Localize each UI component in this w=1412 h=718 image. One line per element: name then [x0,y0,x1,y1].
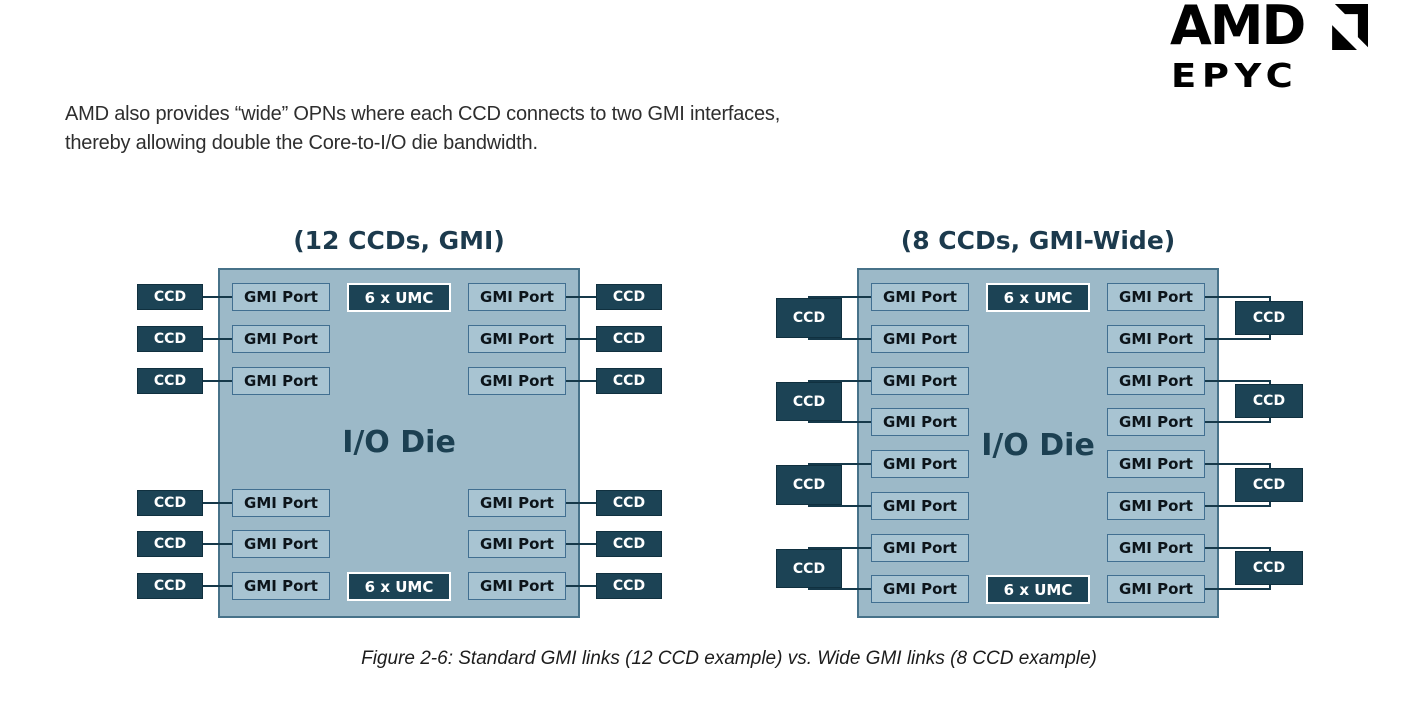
gmi-port: GMI Port [232,325,330,353]
connector-line [808,463,871,465]
connector-line [808,296,871,298]
ccd-block: CCD [1235,301,1303,335]
ccd-block: CCD [137,573,203,599]
ccd-block: CCD [596,284,662,310]
io-die-label: I/O Die [342,425,456,460]
connector-line [200,502,233,504]
gmi-port: GMI Port [1107,283,1205,311]
gmi-port: GMI Port [1107,408,1205,436]
gmi-port: GMI Port [232,283,330,311]
connector-line [808,380,871,382]
gmi-port: GMI Port [871,325,969,353]
connector-line [808,421,871,423]
gmi-port: GMI Port [1107,492,1205,520]
connector-line [1205,547,1271,549]
ccd-block: CCD [776,549,842,588]
connector-line [1205,505,1271,507]
gmi-port: GMI Port [232,489,330,517]
gmi-port: GMI Port [468,489,566,517]
ccd-block: CCD [137,490,203,516]
connector-line [564,296,598,298]
umc-block: 6 x UMC [347,283,451,312]
gmi-port: GMI Port [468,367,566,395]
ccd-block: CCD [137,326,203,352]
gmi-port: GMI Port [1107,534,1205,562]
ccd-block: CCD [596,326,662,352]
gmi-port: GMI Port [232,367,330,395]
connector-line [200,585,233,587]
gmi-port: GMI Port [1107,325,1205,353]
connector-line [808,588,871,590]
connector-line [1205,463,1271,465]
intro-line-1: AMD also provides “wide” OPNs where each… [65,103,781,125]
gmi-port: GMI Port [468,572,566,600]
gmi-port: GMI Port [871,534,969,562]
umc-block: 6 x UMC [986,575,1090,604]
ccd-block: CCD [137,284,203,310]
gmi-port: GMI Port [468,283,566,311]
io-die-label: I/O Die [981,428,1095,463]
gmi-port: GMI Port [232,572,330,600]
gmi-port: GMI Port [468,325,566,353]
connector-line [1205,338,1271,340]
ccd-block: CCD [776,298,842,338]
connector-line [808,338,871,340]
umc-block: 6 x UMC [347,572,451,601]
amd-arrow-mark-icon [1332,4,1368,50]
gmi-port: GMI Port [871,450,969,478]
connector-line [564,502,598,504]
gmi-port: GMI Port [1107,575,1205,603]
gmi-port: GMI Port [871,283,969,311]
connector-line [564,585,598,587]
connector-line [1205,296,1271,298]
gmi-port: GMI Port [468,530,566,558]
gmi-port: GMI Port [871,492,969,520]
ccd-block: CCD [596,573,662,599]
umc-block: 6 x UMC [986,283,1090,312]
ccd-block: CCD [137,531,203,557]
diagram-title: (8 CCDs, GMI-Wide) [900,226,1176,255]
ccd-block: CCD [1235,551,1303,585]
ccd-block: CCD [776,465,842,505]
intro-text: AMD also provides “wide” OPNs where each… [65,100,780,158]
figure-caption: Figure 2-6: Standard GMI links (12 CCD e… [361,648,1097,669]
gmi-port: GMI Port [871,575,969,603]
diagram-title: (12 CCDs, GMI) [293,226,505,255]
gmi-port: GMI Port [871,408,969,436]
connector-line [200,296,233,298]
intro-line-2: thereby allowing double the Core-to-I/O … [65,132,538,154]
gmi-port: GMI Port [232,530,330,558]
connector-line [1205,421,1271,423]
amd-wordmark: AMD [1170,0,1306,57]
gmi-port: GMI Port [1107,450,1205,478]
connector-line [564,543,598,545]
connector-line [564,380,598,382]
connector-line [808,547,871,549]
ccd-block: CCD [596,490,662,516]
connector-line [1205,588,1271,590]
ccd-block: CCD [1235,468,1303,502]
gmi-port: GMI Port [1107,367,1205,395]
ccd-block: CCD [776,382,842,421]
ccd-block: CCD [137,368,203,394]
ccd-block: CCD [1235,384,1303,418]
connector-line [200,380,233,382]
gmi-port: GMI Port [871,367,969,395]
ccd-block: CCD [596,531,662,557]
connector-line [200,338,233,340]
connector-line [1205,380,1271,382]
ccd-block: CCD [596,368,662,394]
connector-line [808,505,871,507]
connector-line [564,338,598,340]
epyc-wordmark: EPYC [1171,56,1299,95]
connector-line [200,543,233,545]
